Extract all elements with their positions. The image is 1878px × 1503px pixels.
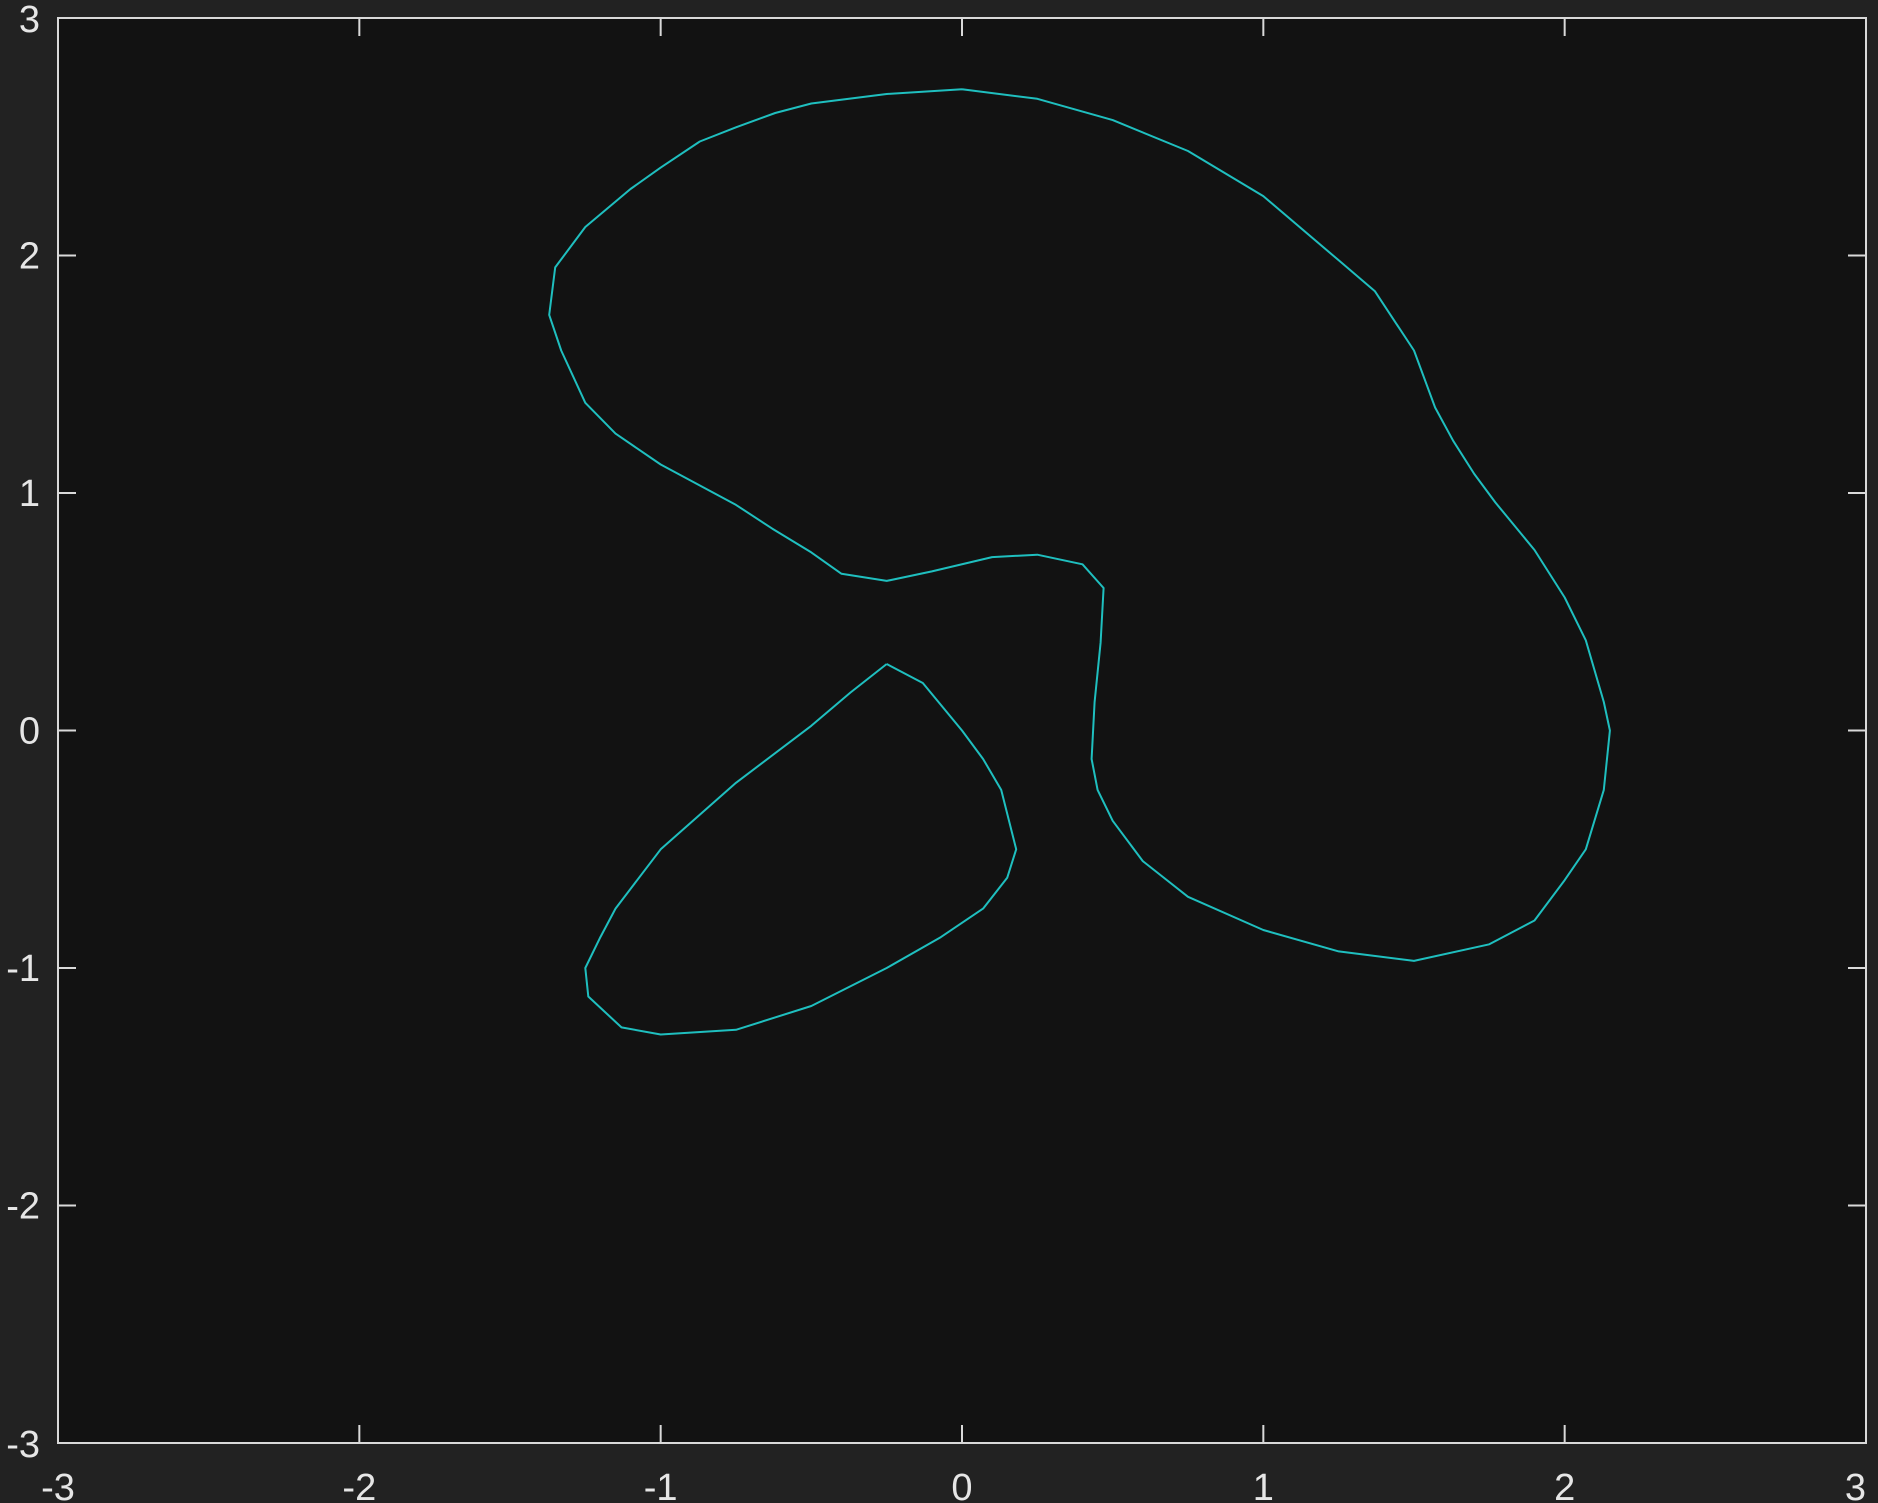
y-tick-label: -2 bbox=[6, 1186, 40, 1228]
y-tick-label: 0 bbox=[19, 711, 40, 753]
y-tick-label: -1 bbox=[6, 948, 40, 990]
x-tick-label: 2 bbox=[1554, 1467, 1575, 1503]
x-tick-label: -3 bbox=[41, 1467, 75, 1503]
series-line-1 bbox=[548, 88, 1611, 962]
x-tick-label: 0 bbox=[951, 1467, 972, 1503]
series-line-2 bbox=[584, 663, 1018, 1036]
x-tick-label: 1 bbox=[1253, 1467, 1274, 1503]
y-tick-label: 1 bbox=[19, 473, 40, 515]
y-tick-label: -3 bbox=[6, 1424, 40, 1466]
x-tick-label: -1 bbox=[644, 1467, 678, 1503]
x-tick-label: -2 bbox=[342, 1467, 376, 1503]
series-layer bbox=[548, 88, 1611, 1036]
y-tick-label: 2 bbox=[19, 236, 40, 278]
y-tick-label: 3 bbox=[19, 0, 40, 41]
x-tick-label: 3 bbox=[1845, 1467, 1866, 1503]
ticks-layer: -3 -2 -1 0 1 2 3 -3 -2 -1 0 1 2 3 bbox=[6, 0, 1866, 1503]
